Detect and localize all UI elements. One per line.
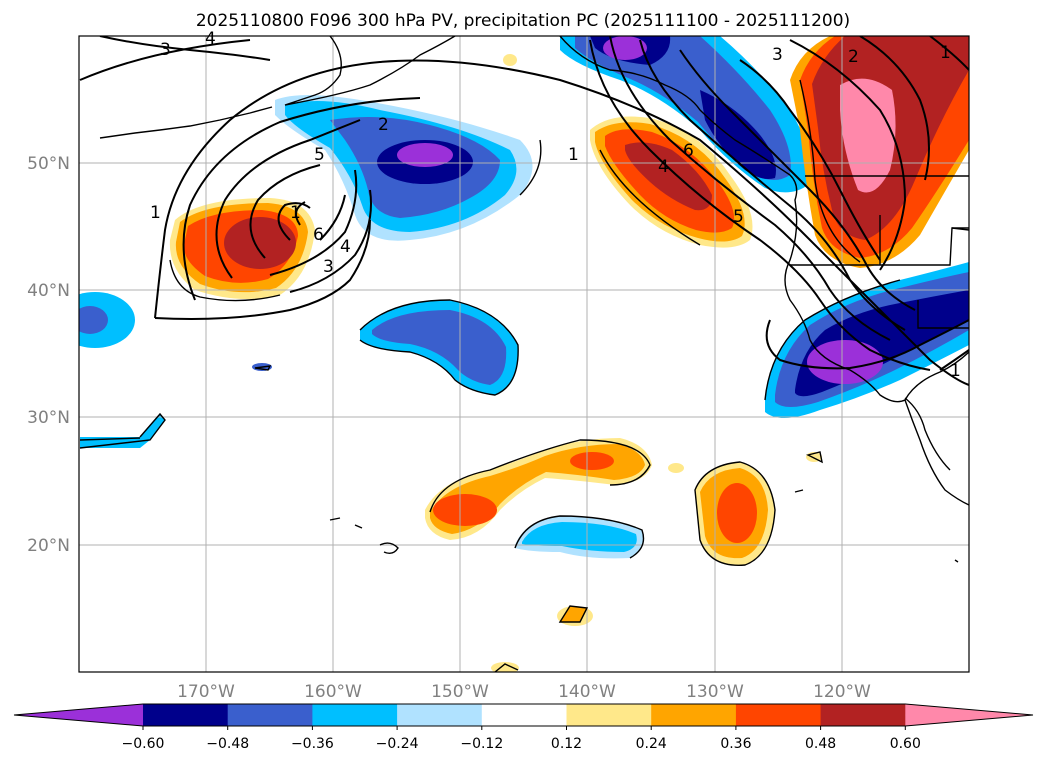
lon-label: 140°W <box>558 682 616 702</box>
contour-label: 3 <box>160 40 171 60</box>
colorbar-arrow-right <box>905 704 1033 726</box>
colorbar: −0.60 −0.48 −0.36 −0.24 −0.12 0.12 0.24 0.36 0.4… <box>13 703 1034 752</box>
colorbar-segment <box>481 704 567 726</box>
colorbar-segment <box>820 704 906 726</box>
colorbar-tick-label: 0.36 <box>720 736 751 752</box>
colorbar-tick-label: −0.60 <box>122 736 165 752</box>
precip-anomaly-west-edge <box>79 292 135 348</box>
colorbar-segment <box>651 704 737 726</box>
coastlines <box>79 36 969 672</box>
precip-anomaly-northeast-positive <box>590 116 753 248</box>
lat-label: 30°N <box>27 408 70 428</box>
pv-contours <box>79 36 969 386</box>
precip-anomaly-north-pacific-negative <box>275 95 533 241</box>
map-panel: 3 4 2 5 1 6 4 3 1 3 2 6 4 5 1 1 1 <box>78 29 970 673</box>
lon-label: 160°W <box>304 682 362 702</box>
colorbar-segment <box>312 704 398 726</box>
lat-label: 40°N <box>27 281 70 301</box>
contour-label: 6 <box>683 141 694 161</box>
lon-label: 120°W <box>813 682 871 702</box>
precip-anomaly-subtropical-negative <box>360 300 519 395</box>
colorbar-tick-label: 0.24 <box>636 736 667 752</box>
lon-label: 170°W <box>177 682 235 702</box>
pv-contour-labels: 3 4 2 5 1 6 4 3 1 3 2 6 4 5 1 1 1 <box>150 29 961 381</box>
colorbar-segment <box>397 704 483 726</box>
colorbar-tick-label: 0.48 <box>805 736 836 752</box>
contour-label: 1 <box>940 43 951 63</box>
contour-label: 1 <box>290 203 301 223</box>
contour-label: 4 <box>658 157 669 177</box>
colorbar-segment <box>735 704 822 726</box>
graticule <box>79 36 969 672</box>
lon-label: 130°W <box>686 682 744 702</box>
precip-anomaly-subtropical-positive <box>425 438 652 540</box>
contour-label: 1 <box>568 145 579 165</box>
colorbar-tick-label: 0.60 <box>890 736 921 752</box>
colorbar-segment <box>143 704 229 726</box>
longitude-labels: 170°W 160°W 150°W 140°W 130°W 120°W <box>177 682 871 702</box>
contour-label: 1 <box>950 361 961 381</box>
contour-label: 2 <box>378 115 389 135</box>
latitude-labels: 50°N 40°N 30°N 20°N <box>27 154 70 556</box>
lon-label: 150°W <box>431 682 489 702</box>
colorbar-tick-label: 0.12 <box>551 736 582 752</box>
contour-label: 2 <box>848 47 859 67</box>
colorbar-arrow-left <box>14 704 143 726</box>
contour-label: 4 <box>205 29 216 49</box>
lat-label: 20°N <box>27 536 70 556</box>
map-frame <box>78 35 970 673</box>
contour-label: 3 <box>323 257 334 277</box>
precip-anomaly-small-positive <box>491 54 822 672</box>
colorbar-tick-label: −0.24 <box>376 736 419 752</box>
colorbar-tick-label: −0.12 <box>460 736 503 752</box>
contour-label: 3 <box>772 45 783 65</box>
contour-label: 1 <box>150 203 161 223</box>
contour-label: 6 <box>313 225 324 245</box>
colorbar-segment <box>227 704 313 726</box>
lat-label: 50°N <box>27 154 70 174</box>
contour-label: 5 <box>314 145 325 165</box>
colorbar-tick-label: −0.48 <box>206 736 249 752</box>
colorbar-segment <box>566 704 652 726</box>
figure-title: 2025110800 F096 300 hPa PV, precipitatio… <box>196 11 850 31</box>
colorbar-tick-label: −0.36 <box>291 736 334 752</box>
contour-label: 5 <box>733 207 744 227</box>
contour-label: 4 <box>340 237 351 257</box>
